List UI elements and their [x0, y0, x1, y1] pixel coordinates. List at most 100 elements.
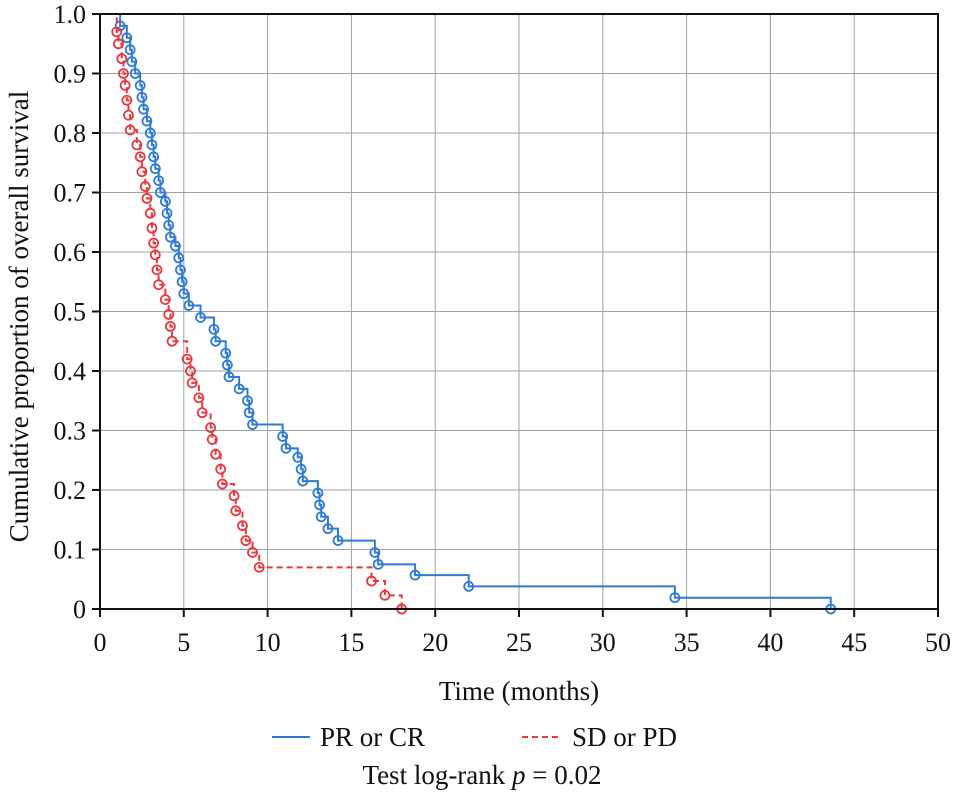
x-tick-label: 25: [506, 628, 532, 657]
y-tick-label: 0: [73, 595, 86, 624]
legend: PR or CR SD or PD: [272, 722, 677, 752]
censor-mark-sd-or-pd: [228, 490, 240, 502]
censor-mark-pr-or-cr: [210, 335, 222, 347]
censor-mark-pr-or-cr: [195, 312, 206, 323]
censor-mark-pr-or-cr: [170, 240, 181, 252]
x-tick-label: 50: [925, 628, 951, 657]
censor-mark-sd-or-pd: [141, 193, 153, 204]
censor-mark-pr-or-cr: [141, 115, 153, 127]
censor-mark-sd-or-pd: [196, 407, 208, 419]
censor-mark-pr-or-cr: [121, 32, 133, 44]
censor-mark-pr-or-cr: [669, 592, 681, 604]
censor-mark-sd-or-pd: [151, 264, 163, 276]
censor-mark-sd-or-pd: [216, 478, 228, 490]
censor-mark-sd-or-pd: [123, 109, 134, 121]
censor-mark-pr-or-cr: [163, 219, 175, 231]
censor-mark-pr-or-cr: [138, 103, 149, 115]
censor-mark-pr-or-cr: [223, 371, 235, 383]
censor-mark-pr-or-cr: [126, 56, 138, 67]
censor-mark-sd-or-pd: [134, 151, 146, 163]
censor-mark-pr-or-cr: [243, 407, 255, 419]
x-axis-ticks: 0 5 10 15 20 25 30 35 40 45 50: [94, 609, 951, 657]
x-tick-label: 45: [841, 628, 867, 657]
annotation-p-variable: p: [510, 760, 526, 790]
x-tick-label: 0: [94, 628, 107, 657]
censor-mark-pr-or-cr: [314, 499, 325, 511]
censor-mark-sd-or-pd: [121, 94, 133, 106]
censor-mark-sd-or-pd: [247, 547, 258, 558]
censor-mark-sd-or-pd: [181, 353, 193, 365]
censor-mark-pr-or-cr: [463, 580, 475, 592]
y-axis-ticks: 0 0.1 0.2 0.3 0.4 0.5 0.6 0.7 0.8 0.9 1.0: [54, 0, 100, 624]
censor-mark-pr-or-cr: [154, 187, 166, 198]
censor-mark-pr-or-cr: [183, 300, 195, 311]
censor-mark-sd-or-pd: [205, 422, 217, 433]
censor-mark-pr-or-cr: [148, 151, 160, 163]
censor-mark-sd-or-pd: [148, 237, 160, 249]
series-layer: [100, 13, 837, 615]
y-tick-label: 0.9: [54, 60, 87, 89]
censor-mark-pr-or-cr: [176, 276, 188, 288]
censor-mark-sd-or-pd: [144, 207, 156, 219]
y-tick-label: 0.1: [54, 536, 87, 565]
censor-mark-pr-or-cr: [178, 288, 190, 300]
censor-mark-pr-or-cr: [332, 535, 344, 546]
censor-mark-pr-or-cr: [315, 511, 327, 523]
censor-mark-sd-or-pd: [153, 279, 165, 291]
x-tick-label: 15: [338, 628, 364, 657]
censor-mark-sd-or-pd: [124, 124, 136, 136]
censor-mark-pr-or-cr: [372, 558, 384, 570]
censor-mark-sd-or-pd: [131, 139, 143, 151]
y-tick-label: 0.2: [54, 476, 87, 505]
y-tick-label: 0.5: [54, 298, 87, 327]
censor-mark-pr-or-cr: [149, 163, 161, 175]
censor-mark-sd-or-pd: [237, 520, 248, 532]
censor-mark-pr-or-cr: [161, 207, 173, 219]
censor-mark-sd-or-pd: [366, 575, 377, 587]
censor-mark-pr-or-cr: [144, 127, 156, 139]
censor-mark-pr-or-cr: [322, 523, 334, 535]
series-sd-or-pd: [100, 13, 408, 615]
censor-mark-pr-or-cr: [173, 252, 185, 264]
censor-mark-sd-or-pd: [379, 589, 391, 601]
censor-mark-pr-or-cr: [164, 231, 176, 243]
censor-mark-pr-or-cr: [153, 175, 165, 187]
censor-mark-pr-or-cr: [114, 20, 126, 32]
censor-mark-pr-or-cr: [124, 44, 136, 56]
censor-mark-sd-or-pd: [185, 365, 196, 377]
censor-mark-sd-or-pd: [111, 26, 123, 38]
censor-mark-sd-or-pd: [119, 80, 131, 91]
x-axis-title: Time (months): [439, 676, 599, 706]
censor-mark-sd-or-pd: [240, 535, 252, 546]
censor-mark-pr-or-cr: [280, 442, 292, 454]
censor-mark-pr-or-cr: [233, 383, 245, 395]
x-tick-label: 10: [255, 628, 281, 657]
censor-mark-pr-or-cr: [134, 80, 146, 91]
y-tick-label: 0.8: [54, 119, 87, 148]
censor-mark-pr-or-cr: [247, 419, 258, 430]
y-tick-label: 1.0: [54, 0, 87, 29]
y-tick-label: 0.4: [54, 357, 87, 386]
censor-mark-pr-or-cr: [295, 463, 307, 475]
series-pr-or-cr: [100, 13, 837, 615]
censor-mark-pr-or-cr: [220, 347, 232, 359]
x-tick-label: 35: [674, 628, 700, 657]
censor-mark-sd-or-pd: [159, 294, 171, 306]
censor-mark-sd-or-pd: [139, 181, 151, 192]
survival-curve-sd-or-pd: [100, 13, 403, 609]
censor-mark-pr-or-cr: [312, 487, 324, 499]
censor-mark-pr-or-cr: [369, 547, 381, 558]
censor-mark-sd-or-pd: [215, 463, 227, 475]
censor-mark-pr-or-cr: [136, 91, 148, 103]
y-tick-label: 0.3: [54, 417, 87, 446]
censor-mark-sd-or-pd: [186, 377, 198, 389]
censor-mark-pr-or-cr: [175, 264, 186, 276]
censor-mark-sd-or-pd: [163, 309, 175, 320]
censor-mark-sd-or-pd: [113, 38, 124, 50]
censor-mark-sd-or-pd: [136, 166, 148, 178]
annotation-prefix: Test log-rank: [362, 760, 512, 790]
survival-curve-pr-or-cr: [100, 13, 832, 609]
censor-mark-sd-or-pd: [253, 561, 265, 573]
grid-lines: [99, 13, 939, 610]
